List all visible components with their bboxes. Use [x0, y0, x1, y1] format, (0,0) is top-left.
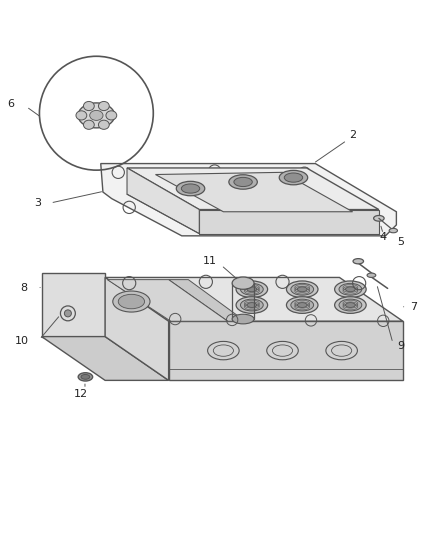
Ellipse shape	[247, 287, 257, 292]
Polygon shape	[101, 164, 396, 236]
Ellipse shape	[335, 281, 366, 297]
Ellipse shape	[346, 287, 355, 292]
Polygon shape	[127, 168, 199, 233]
Ellipse shape	[240, 284, 263, 295]
Text: 9: 9	[397, 341, 404, 351]
Polygon shape	[105, 278, 169, 381]
Ellipse shape	[181, 184, 200, 193]
Text: 3: 3	[34, 198, 41, 208]
Circle shape	[64, 310, 71, 317]
Ellipse shape	[76, 111, 87, 120]
Ellipse shape	[118, 294, 145, 309]
Ellipse shape	[389, 229, 398, 233]
Ellipse shape	[284, 173, 303, 182]
Text: 10: 10	[15, 336, 29, 346]
Ellipse shape	[99, 101, 109, 111]
Ellipse shape	[286, 281, 318, 297]
Ellipse shape	[113, 291, 150, 312]
Ellipse shape	[176, 181, 205, 196]
Polygon shape	[42, 336, 169, 381]
Ellipse shape	[229, 175, 258, 189]
Text: 12: 12	[74, 389, 88, 399]
Ellipse shape	[374, 215, 384, 221]
Ellipse shape	[232, 277, 254, 289]
Polygon shape	[127, 168, 379, 209]
Ellipse shape	[339, 284, 362, 295]
Text: 5: 5	[397, 237, 404, 247]
Polygon shape	[169, 321, 403, 381]
Ellipse shape	[279, 171, 308, 185]
Polygon shape	[107, 280, 228, 321]
Ellipse shape	[335, 297, 366, 313]
Ellipse shape	[236, 281, 268, 297]
Ellipse shape	[232, 314, 254, 324]
Ellipse shape	[291, 299, 314, 311]
Ellipse shape	[346, 303, 355, 308]
Ellipse shape	[84, 120, 94, 130]
Polygon shape	[155, 172, 353, 212]
Text: 4: 4	[380, 232, 387, 242]
Ellipse shape	[240, 299, 263, 311]
Ellipse shape	[367, 273, 376, 278]
Text: 11: 11	[202, 256, 216, 266]
Text: 6: 6	[7, 100, 14, 109]
Ellipse shape	[339, 299, 362, 311]
Ellipse shape	[78, 373, 93, 381]
Polygon shape	[42, 273, 105, 336]
Ellipse shape	[106, 111, 117, 120]
Ellipse shape	[99, 120, 109, 130]
Ellipse shape	[353, 259, 364, 264]
Ellipse shape	[291, 284, 314, 295]
Ellipse shape	[84, 101, 94, 111]
Text: 7: 7	[410, 302, 417, 312]
Polygon shape	[199, 209, 379, 233]
Polygon shape	[105, 278, 403, 321]
Text: 8: 8	[21, 282, 28, 293]
Ellipse shape	[90, 110, 103, 120]
Ellipse shape	[247, 303, 257, 308]
Ellipse shape	[78, 103, 115, 128]
Polygon shape	[169, 280, 245, 321]
Ellipse shape	[234, 177, 252, 187]
Ellipse shape	[81, 375, 90, 379]
Ellipse shape	[297, 287, 307, 292]
Ellipse shape	[286, 297, 318, 313]
Ellipse shape	[297, 303, 307, 308]
Text: 2: 2	[349, 130, 356, 140]
Ellipse shape	[236, 297, 268, 313]
